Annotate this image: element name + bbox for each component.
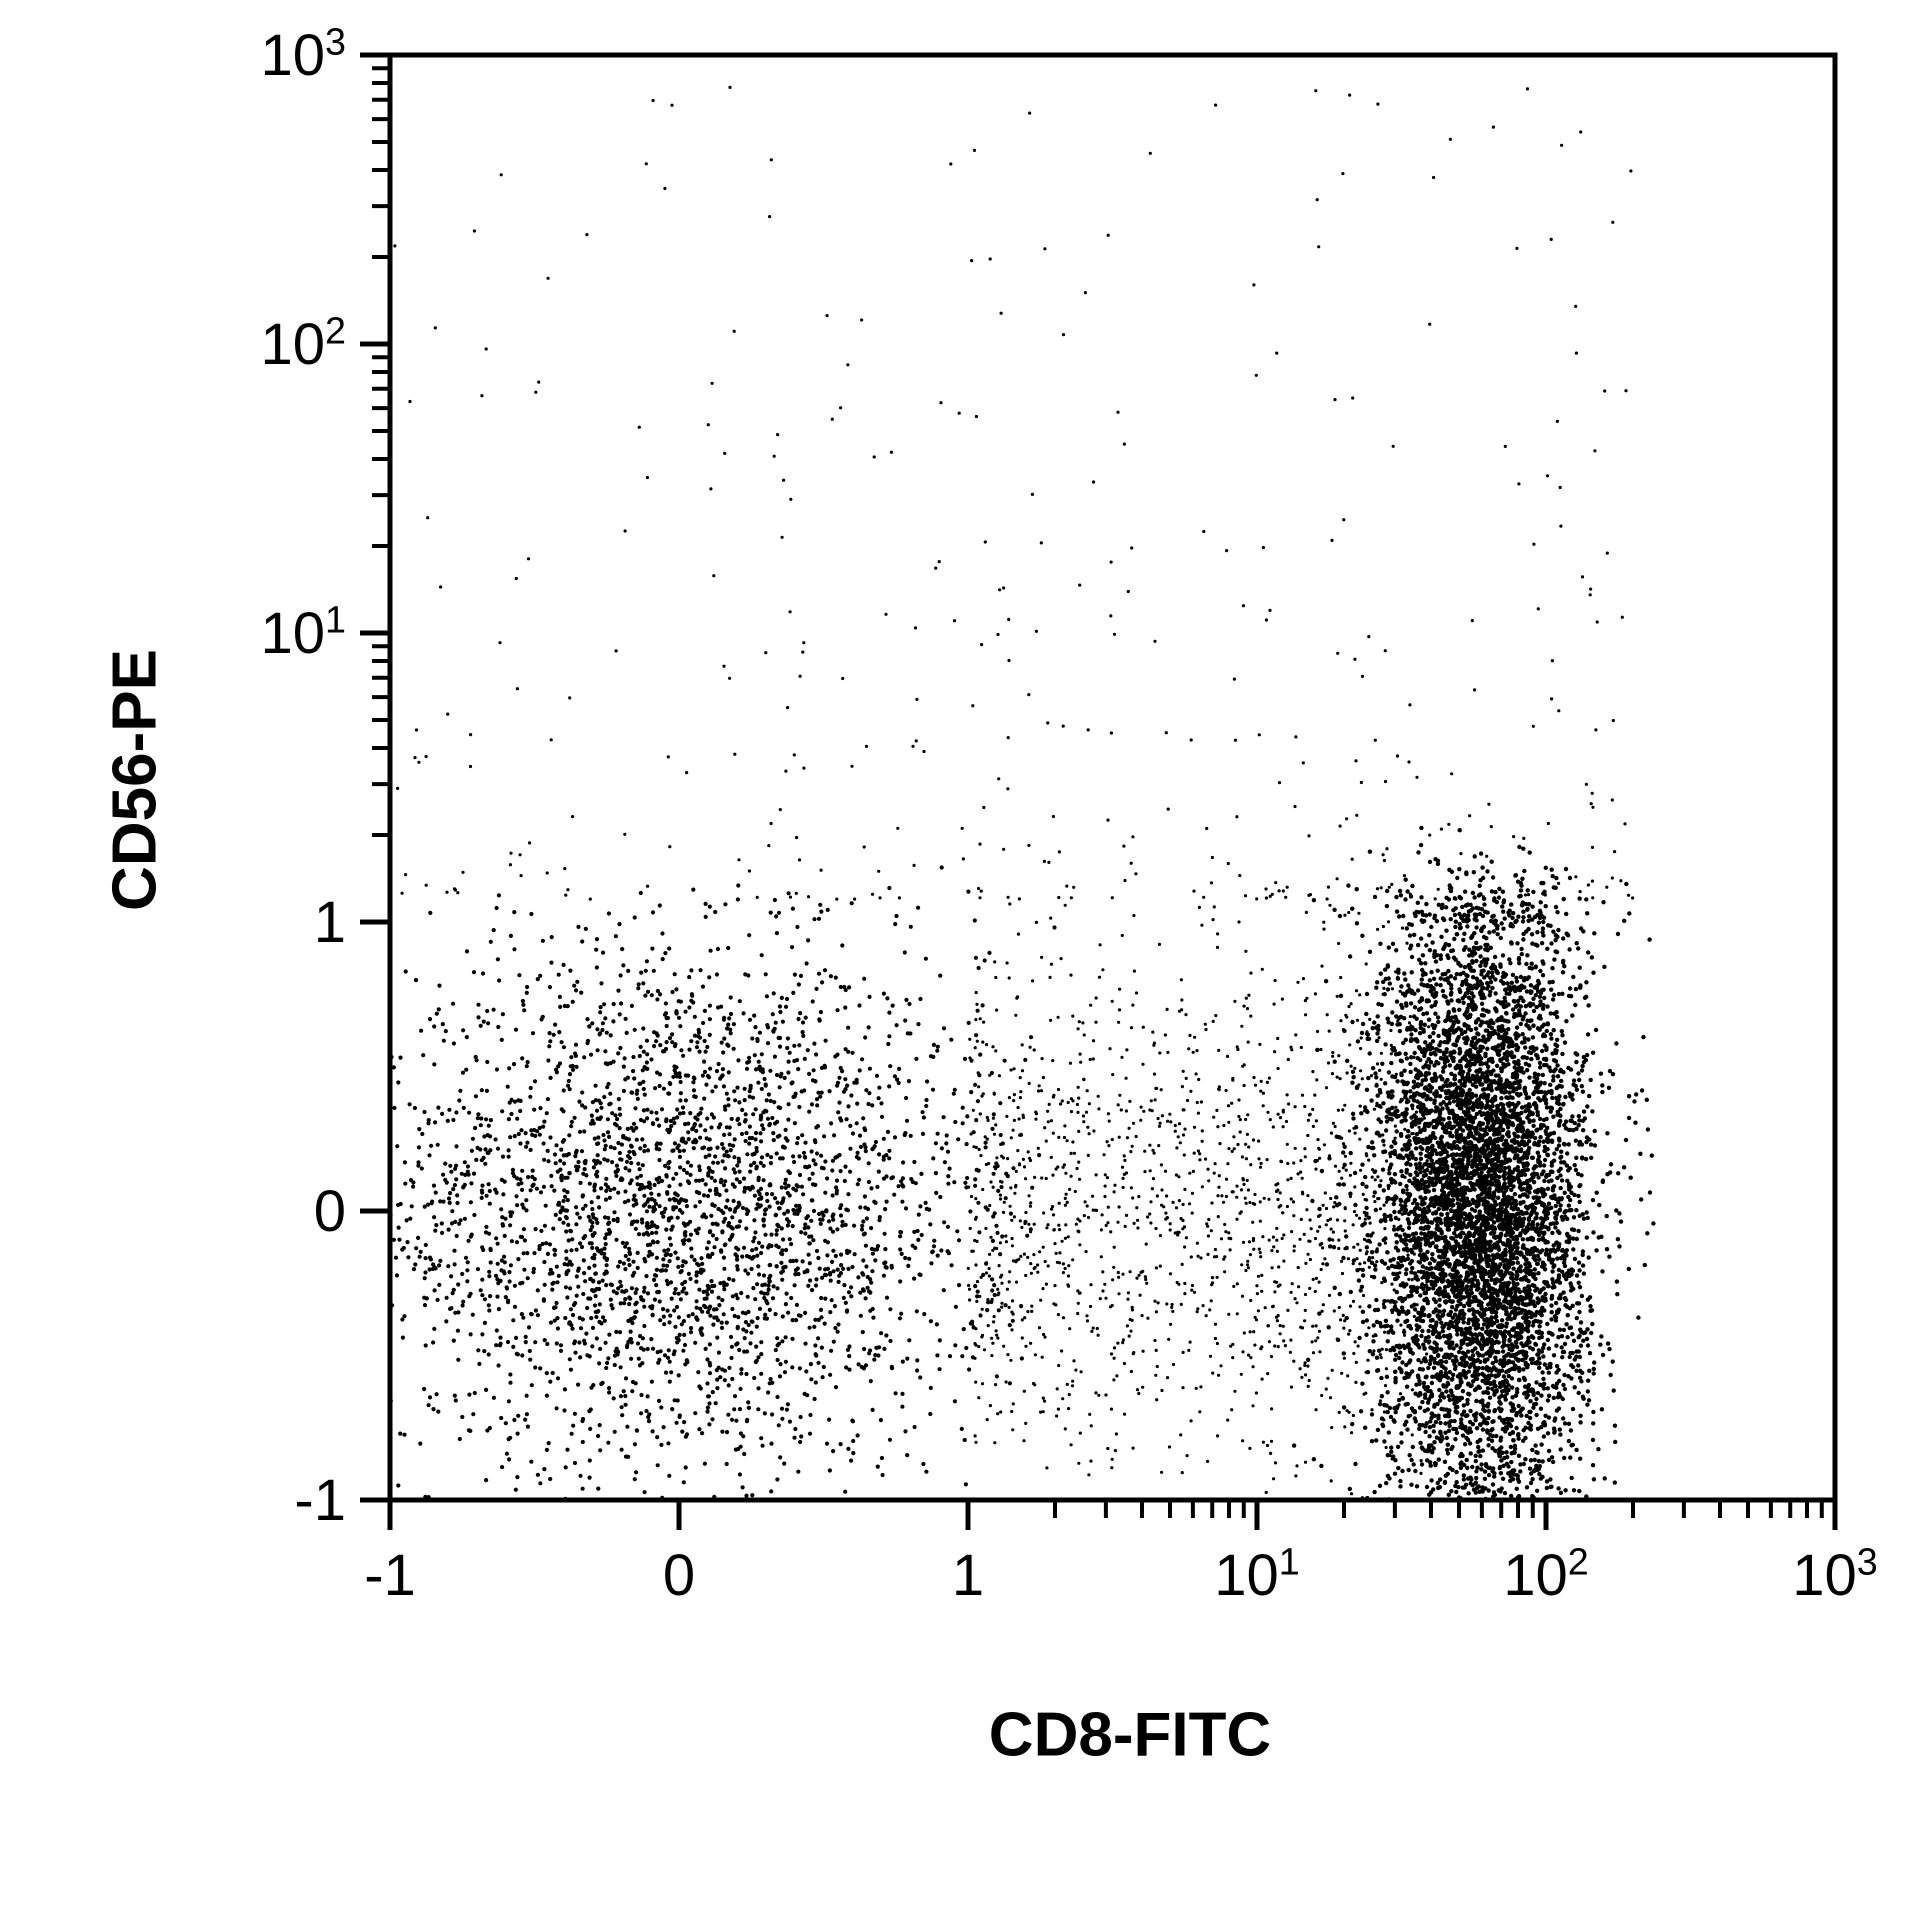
- x-tick-label: 0: [663, 1542, 695, 1609]
- y-axis-label: CD56-PE: [100, 649, 171, 911]
- y-tick-label: 0: [314, 1178, 346, 1245]
- y-tick-label: 1: [314, 889, 346, 956]
- x-tick-label: 101: [1214, 1542, 1299, 1609]
- y-tick-label: 102: [261, 311, 346, 378]
- y-tick-label: 103: [261, 22, 346, 89]
- x-tick-label: 102: [1503, 1542, 1588, 1609]
- y-tick-label: -1: [294, 1467, 346, 1534]
- scatter-plot: CD8-FITC CD56-PE -1 0 1 101 102 103 -1 0 1 101 102…: [0, 0, 1920, 1920]
- y-tick-label: 101: [261, 600, 346, 667]
- x-tick-label: -1: [364, 1542, 416, 1609]
- x-tick-label: 1: [952, 1542, 984, 1609]
- x-axis-label: CD8-FITC: [989, 1700, 1271, 1771]
- x-tick-label: 103: [1792, 1542, 1877, 1609]
- chart-svg: [0, 0, 1920, 1920]
